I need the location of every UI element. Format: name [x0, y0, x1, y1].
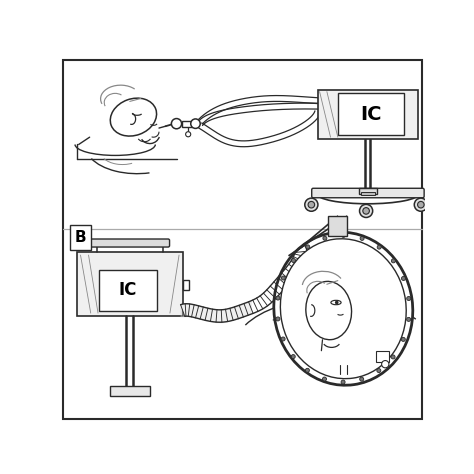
Circle shape: [305, 198, 318, 211]
Circle shape: [363, 208, 369, 214]
Circle shape: [418, 201, 424, 208]
Text: IC: IC: [360, 105, 382, 124]
Circle shape: [281, 276, 285, 280]
FancyBboxPatch shape: [90, 239, 170, 247]
Circle shape: [407, 318, 410, 321]
Circle shape: [276, 317, 280, 321]
FancyBboxPatch shape: [312, 188, 424, 198]
Bar: [182, 280, 189, 291]
Circle shape: [360, 204, 373, 218]
Circle shape: [276, 296, 280, 300]
Circle shape: [341, 233, 346, 237]
Circle shape: [382, 361, 389, 368]
Text: IC: IC: [119, 282, 137, 300]
FancyBboxPatch shape: [99, 270, 157, 310]
Circle shape: [392, 259, 395, 263]
FancyBboxPatch shape: [338, 93, 403, 136]
Circle shape: [407, 297, 410, 301]
Circle shape: [186, 132, 191, 137]
Circle shape: [323, 236, 327, 240]
Bar: [361, 192, 375, 195]
Ellipse shape: [274, 232, 413, 385]
Circle shape: [281, 337, 285, 341]
Circle shape: [308, 201, 315, 208]
Bar: [376, 351, 389, 362]
Circle shape: [360, 237, 364, 240]
Ellipse shape: [280, 239, 406, 379]
Circle shape: [292, 258, 295, 263]
Circle shape: [191, 119, 200, 128]
FancyBboxPatch shape: [77, 252, 182, 316]
Circle shape: [377, 245, 381, 249]
Circle shape: [172, 118, 182, 129]
Circle shape: [305, 368, 310, 372]
Text: B: B: [75, 230, 86, 245]
FancyBboxPatch shape: [109, 386, 150, 396]
Circle shape: [291, 355, 295, 359]
FancyBboxPatch shape: [318, 90, 418, 139]
Circle shape: [306, 245, 310, 249]
Circle shape: [341, 380, 345, 384]
Circle shape: [360, 377, 364, 381]
Circle shape: [401, 337, 405, 341]
Circle shape: [401, 276, 405, 281]
Polygon shape: [181, 245, 307, 322]
Bar: [359, 188, 377, 194]
Ellipse shape: [331, 301, 341, 305]
Bar: [182, 121, 192, 127]
Bar: [328, 217, 346, 237]
Circle shape: [335, 301, 338, 304]
Ellipse shape: [306, 282, 352, 340]
Circle shape: [322, 377, 327, 381]
Ellipse shape: [110, 98, 156, 136]
Circle shape: [414, 198, 428, 211]
Circle shape: [391, 355, 395, 359]
Circle shape: [377, 369, 381, 373]
